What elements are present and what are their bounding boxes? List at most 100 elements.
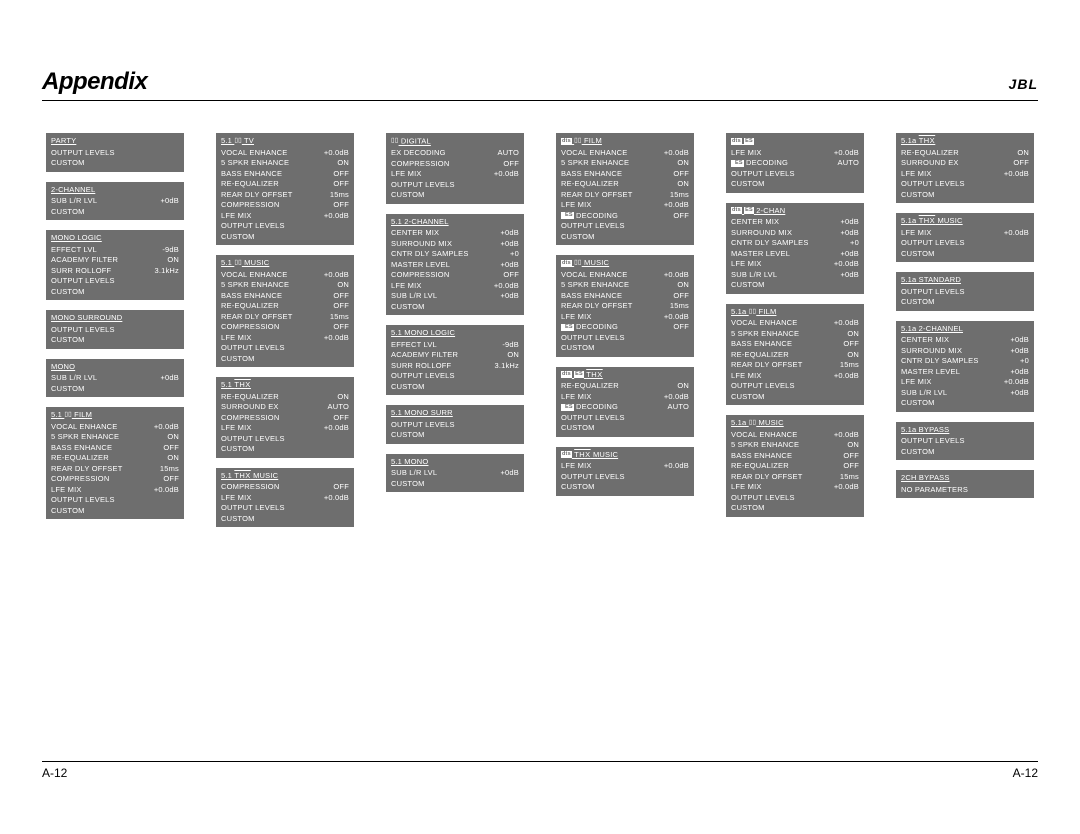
- parameter-row: OUTPUT LEVELS: [731, 493, 859, 504]
- param-label: SURROUND MIX: [731, 228, 792, 239]
- param-value: [1025, 447, 1029, 458]
- param-label: VOCAL ENHANCE: [221, 148, 288, 159]
- param-label: BASS ENHANCE: [221, 291, 282, 302]
- param-label: CUSTOM: [51, 384, 85, 395]
- param-value: OFF: [329, 200, 349, 211]
- parameter-row: REAR DLY OFFSET15ms: [221, 190, 349, 201]
- parameter-row: RE-EQUALIZERON: [561, 179, 689, 190]
- parameter-row: CUSTOM: [901, 297, 1029, 308]
- parameter-row: OUTPUT LEVELS: [731, 381, 859, 392]
- parameter-row: COMPRESSIONOFF: [391, 270, 519, 281]
- param-label: MASTER LEVEL: [901, 367, 960, 378]
- param-label: REAR DLY OFFSET: [731, 472, 803, 483]
- param-value: [515, 420, 519, 431]
- parameter-row: VOCAL ENHANCE+0.0dB: [51, 422, 179, 433]
- param-label: OUTPUT LEVELS: [561, 472, 625, 483]
- param-value: -9dB: [158, 245, 179, 256]
- box-title: 2CH BYPASS: [901, 473, 1029, 484]
- parameter-row: OUTPUT LEVELS: [901, 287, 1029, 298]
- brand-logo: JBL: [1009, 76, 1038, 92]
- parameter-row: CUSTOM: [221, 444, 349, 455]
- param-value: +0dB: [836, 270, 859, 281]
- parameter-row: 5 SPKR ENHANCEON: [51, 432, 179, 443]
- param-label: SURR ROLLOFF: [391, 361, 451, 372]
- param-label: 5 SPKR ENHANCE: [731, 440, 799, 451]
- param-value: OFF: [329, 301, 349, 312]
- parameter-row: SURR ROLLOFF3.1kHz: [51, 266, 179, 277]
- parameter-row: LFE MIX+0.0dB: [901, 169, 1029, 180]
- param-label: CUSTOM: [901, 190, 935, 201]
- box-title: dts ▯▯ FILM: [561, 136, 689, 147]
- param-label: CUSTOM: [221, 514, 255, 525]
- param-value: [1025, 287, 1029, 298]
- param-label: BASS ENHANCE: [221, 169, 282, 180]
- parameter-row: LFE MIX+0.0dB: [731, 371, 859, 382]
- param-label: OUTPUT LEVELS: [51, 276, 115, 287]
- param-value: +0dB: [496, 468, 519, 479]
- parameter-row: COMPRESSIONOFF: [391, 159, 519, 170]
- parameter-row: LFE MIX+0.0dB: [731, 148, 859, 159]
- param-value: ON: [163, 255, 179, 266]
- param-value: +0.0dB: [320, 423, 349, 434]
- param-label: CUSTOM: [221, 444, 255, 455]
- parameter-row: COMPRESSIONOFF: [51, 474, 179, 485]
- param-label: CUSTOM: [391, 302, 425, 313]
- param-value: AUTO: [664, 402, 690, 413]
- parameter-row: NO PARAMETERS: [901, 485, 1029, 496]
- param-label: CUSTOM: [221, 232, 255, 243]
- param-value: AUTO: [834, 158, 860, 169]
- param-value: +0dB: [1006, 388, 1029, 399]
- parameter-row: 5 SPKR ENHANCEON: [221, 158, 349, 169]
- param-label: RE-EQUALIZER: [561, 381, 619, 392]
- param-value: +0.0dB: [830, 482, 859, 493]
- param-label: CUSTOM: [731, 280, 765, 291]
- param-label: LFE MIX: [391, 169, 422, 180]
- parameter-row: CUSTOM: [391, 302, 519, 313]
- param-label: OUTPUT LEVELS: [221, 503, 285, 514]
- parameter-row: CUSTOM: [901, 447, 1029, 458]
- parameter-row: ES DECODINGOFF: [561, 322, 689, 333]
- parameter-row: OUTPUT LEVELS: [391, 420, 519, 431]
- param-label: CUSTOM: [731, 392, 765, 403]
- param-label: EFFECT LVL: [391, 340, 437, 351]
- parameter-row: LFE MIX+0.0dB: [901, 228, 1029, 239]
- param-value: ON: [673, 280, 689, 291]
- parameter-row: CUSTOM: [561, 343, 689, 354]
- param-value: +0.0dB: [660, 148, 689, 159]
- param-value: AUTO: [494, 148, 520, 159]
- param-value: [345, 503, 349, 514]
- parameter-row: VOCAL ENHANCE+0.0dB: [561, 148, 689, 159]
- param-label: RE-EQUALIZER: [221, 179, 279, 190]
- parameter-row: ACADEMY FILTERON: [51, 255, 179, 266]
- param-value: [175, 335, 179, 346]
- parameter-row: SURROUND MIX+0dB: [391, 239, 519, 250]
- box-title: PARTY: [51, 136, 179, 147]
- param-label: MASTER LEVEL: [731, 249, 790, 260]
- box-title: 5.1 ▯▯ MUSIC: [221, 258, 349, 269]
- parameter-row: REAR DLY OFFSET15ms: [561, 301, 689, 312]
- param-label: BASS ENHANCE: [561, 291, 622, 302]
- param-label: OUTPUT LEVELS: [51, 495, 115, 506]
- parameter-box: dts THX MUSICLFE MIX+0.0dBOUTPUT LEVELSC…: [556, 447, 694, 496]
- param-value: [1025, 485, 1029, 496]
- parameter-row: 5 SPKR ENHANCEON: [731, 329, 859, 340]
- param-value: OFF: [329, 291, 349, 302]
- parameter-row: LFE MIX+0.0dB: [221, 333, 349, 344]
- param-label: RE-EQUALIZER: [221, 392, 279, 403]
- param-value: +0.0dB: [660, 312, 689, 323]
- param-label: CUSTOM: [901, 398, 935, 409]
- param-label: CENTER MIX: [901, 335, 949, 346]
- box-title: 5.1 MONO LOGIC: [391, 328, 519, 339]
- parameter-row: SUB L/R LVL+0dB: [51, 196, 179, 207]
- param-value: [345, 221, 349, 232]
- param-value: ON: [503, 350, 519, 361]
- param-label: REAR DLY OFFSET: [51, 464, 123, 475]
- param-label: COMPRESSION: [221, 200, 279, 211]
- parameter-row: 5 SPKR ENHANCEON: [561, 158, 689, 169]
- parameter-row: VOCAL ENHANCE+0.0dB: [221, 148, 349, 159]
- param-label: BASS ENHANCE: [51, 443, 112, 454]
- param-label: 5 SPKR ENHANCE: [51, 432, 119, 443]
- parameter-box: dts ESLFE MIX+0.0dBES DECODINGAUTOOUTPUT…: [726, 133, 864, 193]
- parameter-row: RE-EQUALIZEROFF: [221, 179, 349, 190]
- parameter-row: CUSTOM: [731, 280, 859, 291]
